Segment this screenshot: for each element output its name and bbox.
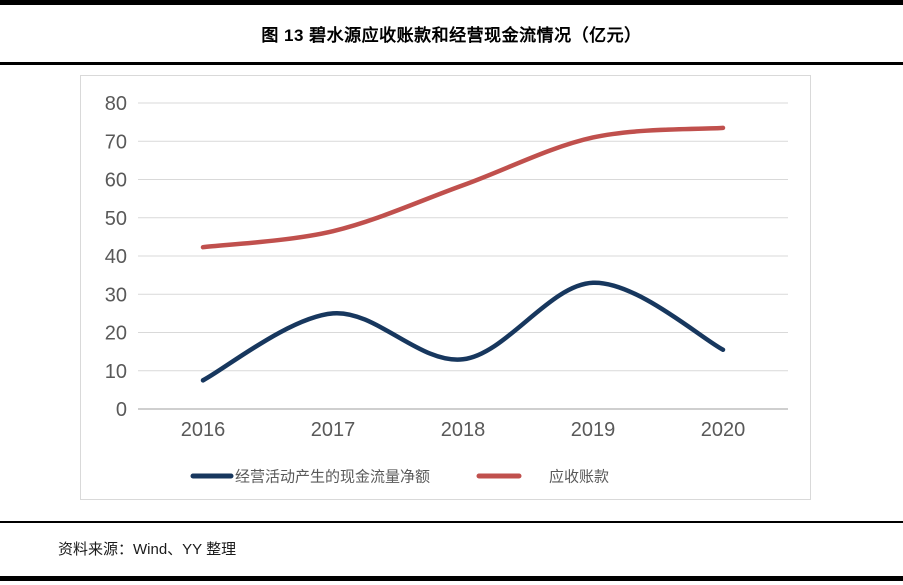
header-rule — [0, 62, 903, 65]
y-tick-label: 80 — [105, 93, 127, 115]
y-tick-label: 50 — [105, 208, 127, 230]
y-tick-label: 60 — [105, 170, 127, 192]
bottom-divider-bar — [0, 576, 903, 581]
x-tick-label: 2020 — [701, 419, 746, 441]
y-tick-label: 40 — [105, 246, 127, 268]
y-tick-label: 10 — [105, 361, 127, 383]
x-tick-label: 2017 — [311, 419, 356, 441]
series-line-1 — [200, 125, 726, 250]
x-tick-label: 2018 — [441, 419, 486, 441]
y-tick-label: 20 — [105, 323, 127, 345]
legend-label-1: 应收账款 — [549, 468, 609, 486]
chart-frame: 0 10 20 30 40 50 60 70 80 2016 2017 2018 2019 2020 经营活… — [80, 75, 811, 500]
source-note: 资料来源：Wind、YY 整理 — [58, 541, 237, 558]
series-line-0 — [200, 280, 726, 383]
chart-title: 图 13 碧水源应收账款和经营现金流情况（亿元） — [261, 26, 642, 45]
y-tick-label: 30 — [105, 284, 127, 306]
chart-canvas: 0 10 20 30 40 50 60 70 80 2016 2017 2018 2019 2020 经营活… — [105, 93, 788, 486]
x-tick-label: 2019 — [571, 419, 616, 441]
y-tick-label: 70 — [105, 131, 127, 153]
y-tick-label: 0 — [116, 399, 127, 421]
legend-label-0: 经营活动产生的现金流量净额 — [235, 469, 430, 486]
top-divider-bar — [0, 0, 903, 5]
x-tick-label: 2016 — [181, 419, 226, 441]
footer-rule — [0, 521, 903, 523]
